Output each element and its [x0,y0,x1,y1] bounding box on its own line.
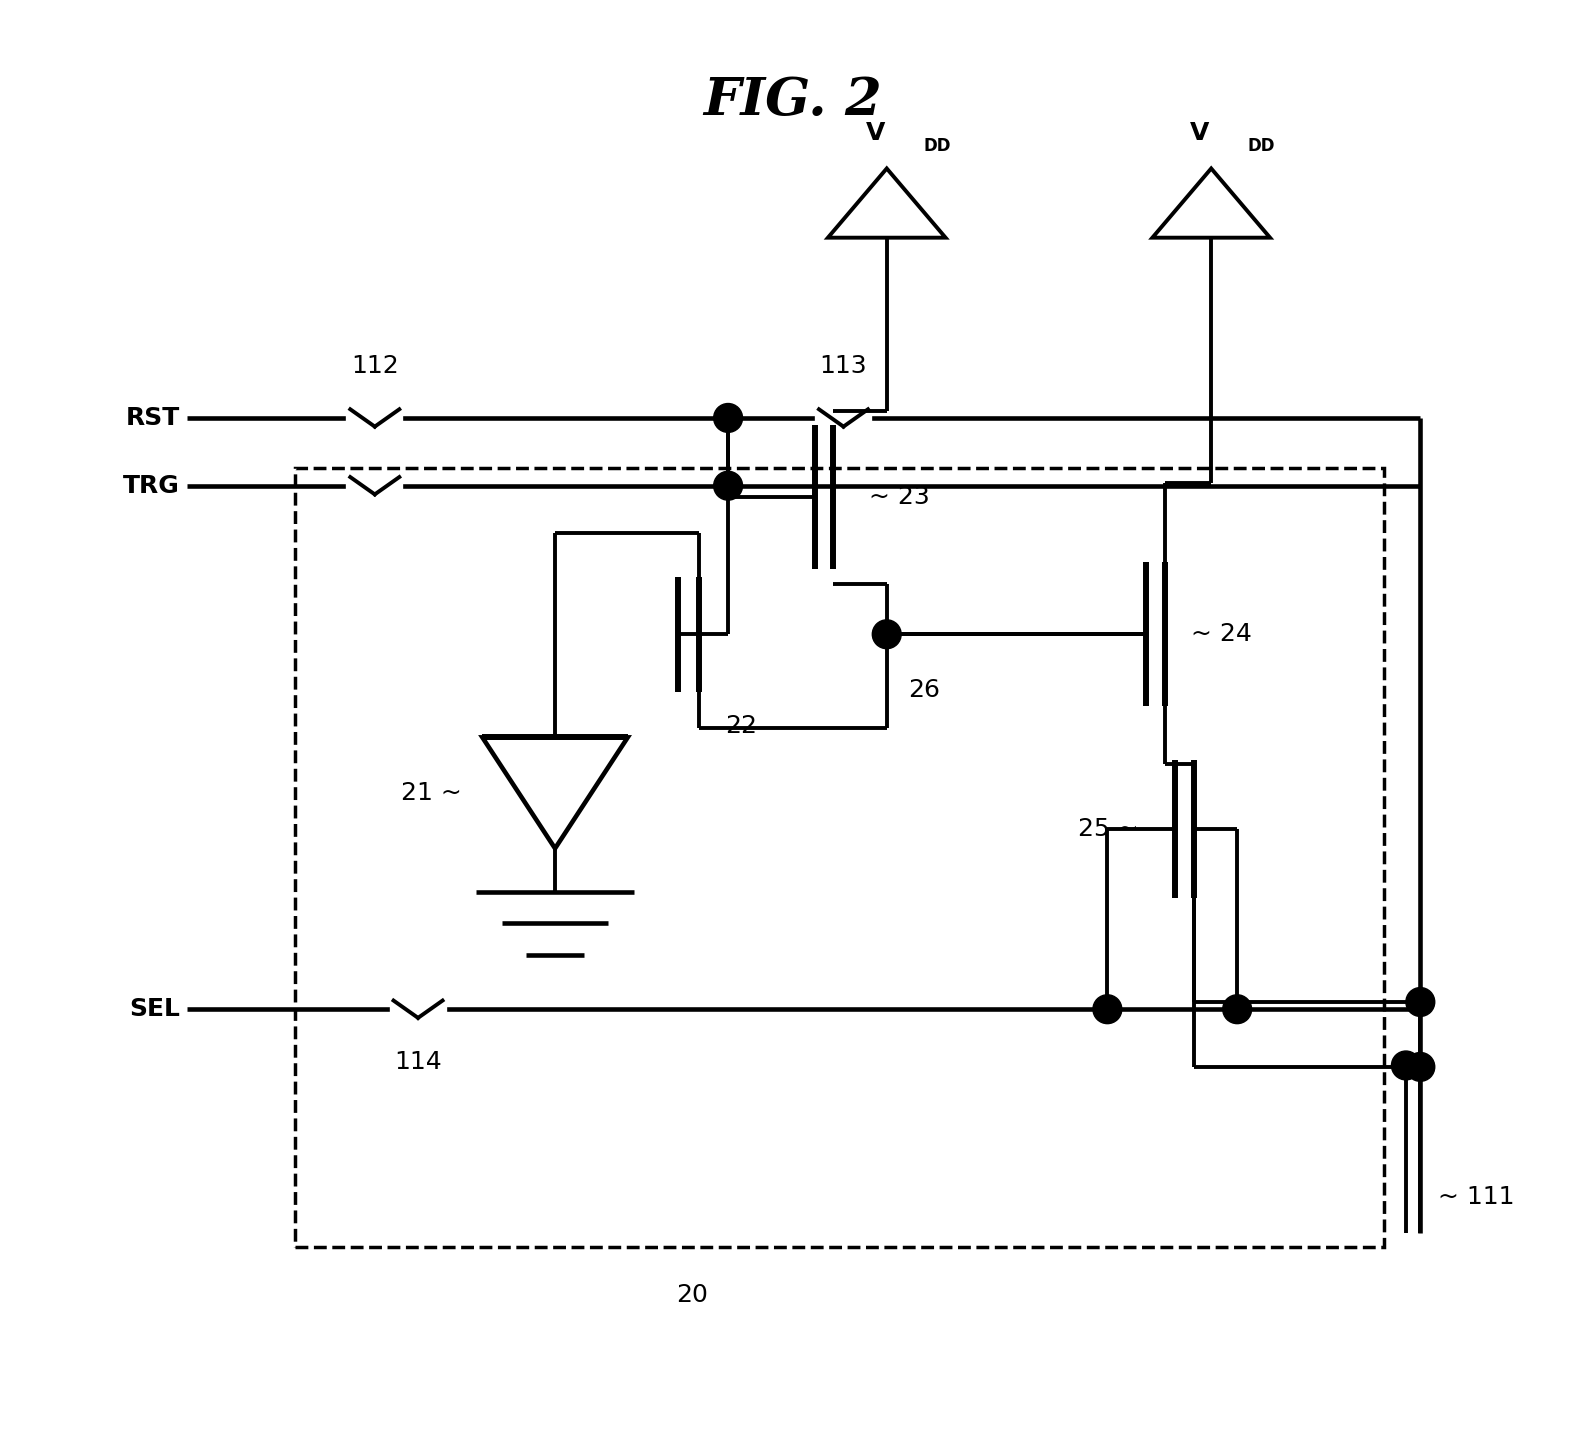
Text: RST: RST [125,406,181,430]
Circle shape [1405,1053,1435,1082]
Text: SEL: SEL [128,997,181,1021]
Text: 26: 26 [909,677,940,702]
Text: 20: 20 [676,1283,707,1307]
Circle shape [1093,994,1121,1024]
Text: ~ 111: ~ 111 [1437,1185,1515,1208]
Circle shape [714,472,742,501]
Text: 114: 114 [395,1050,442,1073]
Text: 22: 22 [725,713,757,738]
Text: DD: DD [1248,137,1275,156]
Circle shape [1405,987,1435,1016]
Circle shape [872,620,901,649]
Circle shape [1391,1051,1421,1080]
Text: V: V [1190,121,1210,146]
Text: 113: 113 [820,354,868,377]
Bar [295,469,1385,1248]
Text: DD: DD [923,137,952,156]
Text: TRG: TRG [124,473,181,498]
Circle shape [1223,994,1251,1024]
Text: FIG. 2: FIG. 2 [704,76,882,127]
Text: 112: 112 [351,354,398,377]
Text: V: V [866,121,885,146]
Text: ~ 23: ~ 23 [869,485,929,510]
Circle shape [714,403,742,432]
Text: 21 ~: 21 ~ [401,780,462,805]
Text: 25 ~: 25 ~ [1078,817,1139,842]
Text: ~ 24: ~ 24 [1191,622,1251,646]
